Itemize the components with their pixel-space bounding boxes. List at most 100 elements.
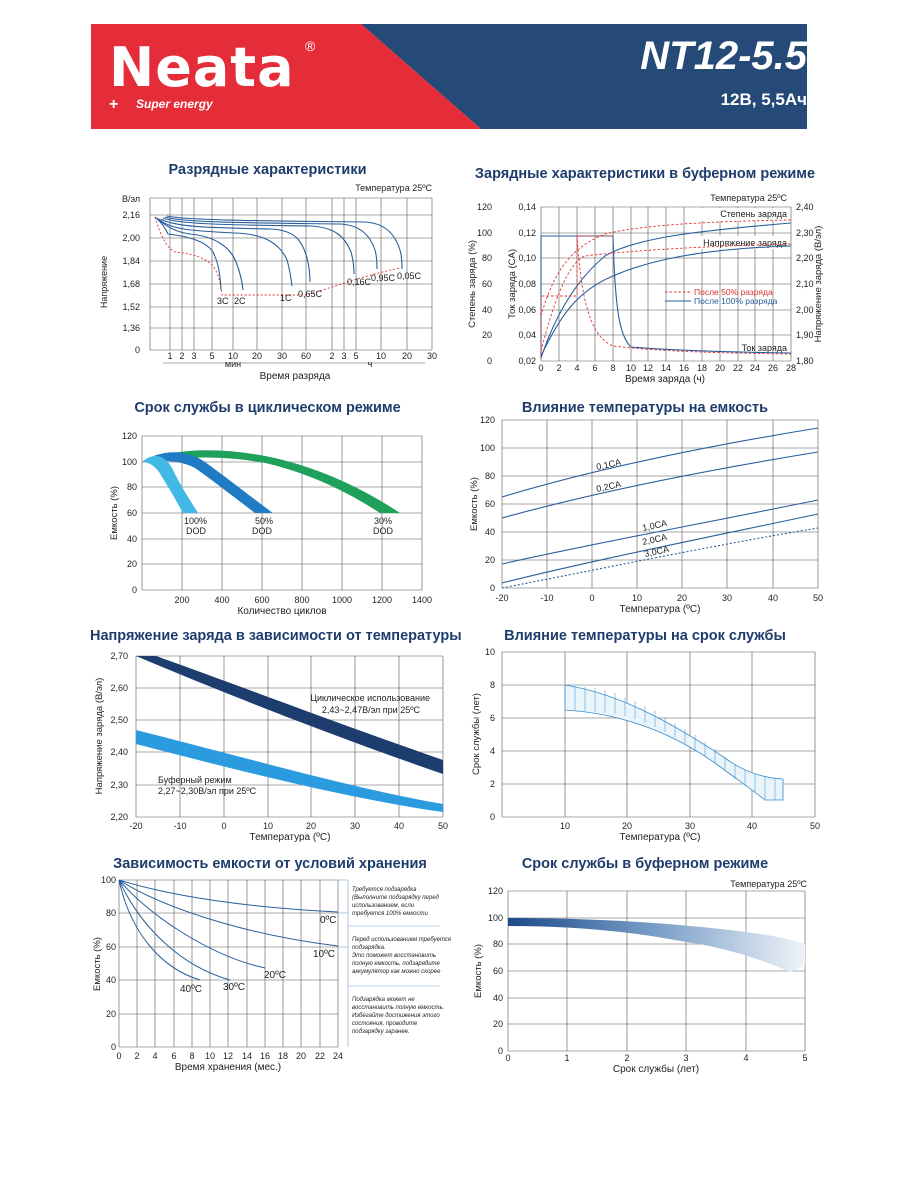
y1-tick: 80 [482, 253, 492, 263]
x-tick: 16 [679, 363, 689, 373]
x-tick: -20 [495, 593, 508, 603]
curve-label: 2C [234, 296, 246, 306]
bracket-lines [338, 879, 440, 1047]
y-axis-label: Емкость (%) [92, 937, 103, 991]
x-tick: 0 [538, 363, 543, 373]
x-axis-label: Температура (ºC) [620, 832, 701, 843]
y2-tick: 0,10 [518, 253, 536, 263]
discharge-chart: Разрядные характеристики Температура 25º… [95, 162, 440, 387]
y-tick: 80 [493, 939, 503, 949]
x-tick: 0 [589, 593, 594, 603]
x-tick: 40 [747, 821, 757, 831]
dod-pct: 50% [255, 516, 273, 526]
y3-tick: 1,90 [796, 330, 814, 340]
x-tick: 4 [574, 363, 579, 373]
y-tick: 20 [127, 559, 137, 569]
x-tick: 5 [209, 351, 214, 361]
dod-label: DOD [373, 526, 394, 536]
curve-0c [118, 879, 339, 913]
curve-label: 0,1CA [595, 457, 622, 472]
curve-40c [118, 879, 201, 981]
note1-line: Требуется подзарядка [352, 887, 417, 893]
y-tick: 60 [127, 508, 137, 518]
y-tick: 100 [488, 913, 503, 923]
curve-10c [118, 879, 339, 947]
model-spec: 12В, 5,5Ач [720, 90, 807, 109]
chart-title: Напряжение заряда в зависимости от темпе… [90, 628, 462, 644]
dod-label: DOD [186, 526, 207, 536]
chart-title: Зарядные характеристики в буферном режим… [474, 166, 816, 182]
voltage-100 [540, 245, 792, 357]
y2-tick: 0,02 [518, 356, 536, 366]
note1-line: использованием, если [352, 903, 415, 909]
curve-2c [156, 217, 244, 291]
note2-line: полную емкость, подзарядите [352, 961, 441, 967]
y-tick: 0 [135, 345, 140, 355]
temperature-note: Температура 25ºC [710, 193, 787, 203]
y-axis-label: Емкость (%) [469, 477, 480, 531]
x-tick: 6 [171, 1051, 176, 1061]
curve-label: 30ºC [223, 982, 245, 993]
x-tick: 1200 [372, 595, 392, 605]
y-tick: 8 [490, 680, 495, 690]
chart-title: Срок службы в буферном режиме [521, 856, 769, 872]
y-tick: 60 [493, 966, 503, 976]
temperature-note: Температура 25ºC [730, 879, 807, 889]
hour-unit: ч [368, 359, 373, 369]
curve-label-voltage: Напряжение заряда [703, 238, 787, 248]
x-tick: 20 [306, 821, 316, 831]
note3-line: подзарядку заранее. [352, 1029, 410, 1035]
x-axis-label: Время хранения (мес.) [175, 1062, 281, 1073]
x-tick: -20 [129, 821, 142, 831]
cutoff-curve [154, 216, 401, 296]
note2-line: Это поможет восстановить [352, 953, 436, 959]
y3-tick: 2,30 [796, 228, 814, 238]
x-tick: 26 [768, 363, 778, 373]
x-tick: 5 [353, 351, 358, 361]
note1-line: требуется 100% емкости [352, 911, 428, 917]
float-life-chart: Срок службы в буферном режиме Температур… [465, 856, 825, 1078]
y-tick: 120 [480, 415, 495, 425]
x-tick: 0 [221, 821, 226, 831]
note3-line: Избегайте достижения этого [352, 1012, 440, 1019]
header-navy-band [91, 24, 807, 129]
y-tick: 80 [106, 908, 116, 918]
x-tick: 2 [179, 351, 184, 361]
x-axis-label: Время разряда [260, 371, 331, 382]
x-tick: 0 [116, 1051, 121, 1061]
y2-tick: 0,06 [518, 305, 536, 315]
x-tick: 8 [189, 1051, 194, 1061]
curve-label: 3C [217, 296, 229, 306]
x-tick: 0 [505, 1053, 510, 1063]
x-tick: 800 [294, 595, 309, 605]
x-tick: 30 [427, 351, 437, 361]
y-tick: 80 [127, 482, 137, 492]
note3-line: состояния, проводите [352, 1021, 418, 1027]
x-tick: 4 [743, 1053, 748, 1063]
y-unit: В/эл [122, 194, 140, 204]
x-tick: 20 [677, 593, 687, 603]
x-tick: 20 [252, 351, 262, 361]
x-tick: 8 [610, 363, 615, 373]
y1-axis-label: Степень заряда (%) [467, 240, 478, 328]
x-tick: 30 [685, 821, 695, 831]
y-tick: 20 [106, 1009, 116, 1019]
curve-label: 0,95C [371, 273, 396, 283]
note2-line: аккумулятор как можно скорее [352, 969, 441, 975]
curve-label: 1C [280, 293, 292, 303]
curve-label: 10ºC [313, 949, 335, 960]
x-tick: 6 [592, 363, 597, 373]
curve-005c [166, 215, 403, 270]
float-charge-chart: Зарядные характеристики в буферном режим… [465, 166, 825, 388]
life-band [564, 684, 784, 801]
label-bg [697, 208, 790, 221]
header-banner: Neata ® + Super energy NT12-5.5 12В, 5,5… [91, 24, 807, 129]
x-tick: -10 [173, 821, 186, 831]
y-tick: 40 [493, 993, 503, 1003]
y-tick: 60 [485, 499, 495, 509]
life-band-hatch [574, 686, 776, 800]
chart-title: Влияние температуры на срок службы [504, 628, 786, 644]
curve-1c [158, 218, 293, 287]
y-tick: 2,20 [110, 812, 128, 822]
current-100 [540, 235, 792, 358]
